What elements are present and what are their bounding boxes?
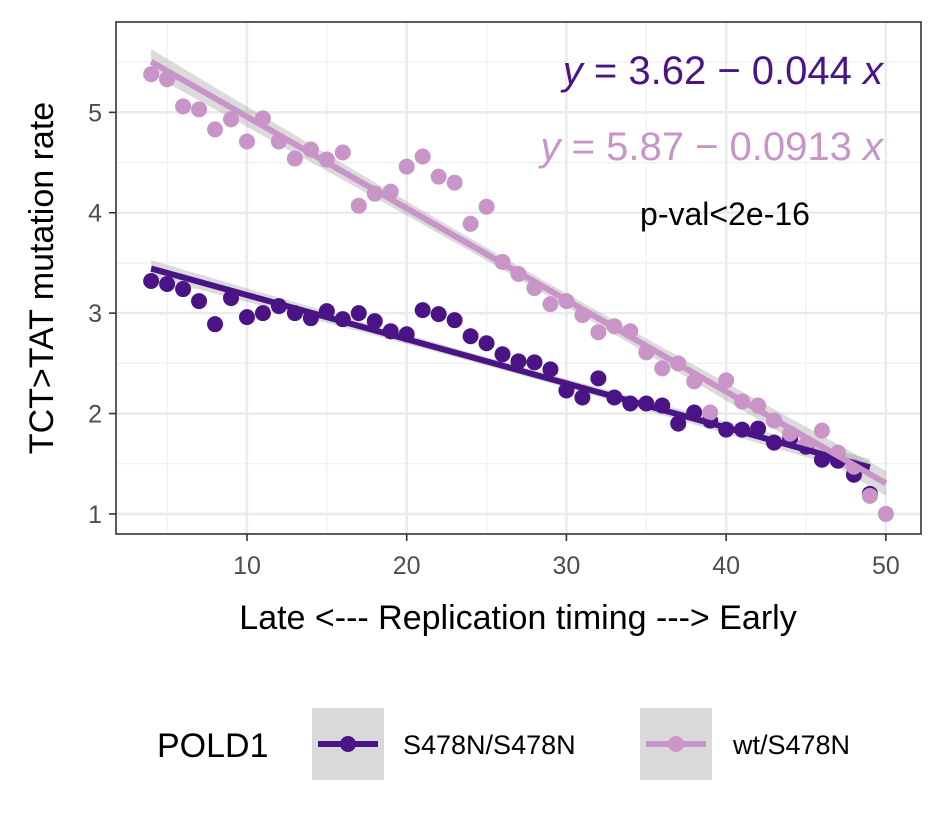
regression-lines	[149, 59, 888, 486]
data-point-s478n	[350, 305, 367, 322]
data-point-s478n	[510, 353, 527, 370]
equation-wt-x: x	[861, 125, 885, 169]
regression-line-wt	[149, 59, 888, 486]
x-axis-title: Late <--- Replication timing ---> Early	[239, 599, 796, 637]
data-point-s478n	[478, 335, 495, 352]
data-point-wt	[238, 133, 255, 150]
data-point-s478n	[574, 389, 591, 406]
data-point-wt	[350, 197, 367, 214]
data-point-s478n	[191, 293, 208, 310]
y-tick-label: 2	[88, 401, 102, 429]
data-point-wt	[478, 198, 495, 215]
data-point-wt	[718, 372, 735, 389]
y-tick-label: 4	[88, 200, 102, 228]
equation-s478n-x: x	[861, 49, 885, 93]
data-point-s478n	[254, 305, 271, 322]
legend-key-wt-point	[668, 736, 684, 752]
legend-label-wt: wt/S478N	[732, 730, 850, 760]
pval-annotation: p-val<2e-16	[640, 196, 810, 232]
legend-item-s478n: S478N/S478N	[312, 708, 576, 780]
data-point-wt	[398, 158, 415, 175]
data-point-s478n	[462, 328, 479, 345]
data-point-wt	[813, 422, 830, 439]
data-point-wt	[414, 148, 431, 165]
data-point-s478n	[207, 316, 224, 333]
data-point-wt	[175, 98, 192, 115]
data-point-wt	[223, 111, 239, 128]
data-point-s478n	[526, 354, 543, 371]
legend-item-wt: wt/S478N	[640, 708, 850, 780]
x-tick-label: 20	[393, 552, 421, 580]
y-tick-label: 1	[88, 501, 102, 529]
x-tick-label: 50	[872, 552, 900, 580]
data-point-wt	[702, 404, 719, 421]
equation-s478n: y = 3.62 − 0.044 x	[560, 49, 885, 93]
data-point-wt	[590, 324, 607, 341]
data-point-wt	[430, 168, 447, 185]
data-point-wt	[462, 215, 479, 232]
data-point-wt	[446, 174, 463, 191]
data-point-s478n	[238, 309, 255, 326]
data-point-wt	[877, 505, 894, 522]
data-point-s478n	[446, 312, 463, 329]
data-point-s478n	[159, 276, 176, 293]
legend-title: POLD1	[157, 727, 269, 765]
data-point-s478n	[414, 302, 431, 319]
y-tick-label: 3	[88, 300, 102, 328]
equation-s478n-y: y	[560, 49, 586, 93]
data-point-s478n	[670, 415, 687, 432]
equation-wt-body: = 5.87 − 0.0913	[561, 125, 863, 169]
legend-label-s478n: S478N/S478N	[403, 730, 576, 760]
data-point-wt	[207, 121, 224, 138]
data-point-s478n	[366, 313, 383, 330]
data-point-wt	[542, 296, 559, 313]
data-point-s478n	[494, 346, 511, 363]
data-point-wt	[286, 150, 303, 167]
data-point-s478n	[542, 361, 559, 378]
x-tick-label: 10	[233, 552, 261, 580]
data-point-s478n	[175, 281, 192, 298]
x-axis-ticks: 10 20 30 40 50	[233, 534, 900, 580]
plot-border	[115, 21, 922, 535]
y-axis-title: TCT>TAT mutation rate	[23, 102, 61, 454]
x-tick-label: 30	[553, 552, 581, 580]
data-point-s478n	[430, 306, 447, 323]
legend-key-s478n-point	[340, 736, 356, 752]
legend: POLD1 S478N/S478N wt/S478N	[157, 708, 850, 780]
equation-wt: y = 5.87 − 0.0913 x	[538, 125, 885, 169]
data-point-wt	[861, 487, 878, 504]
regression-line-s478n	[150, 265, 871, 471]
equation-s478n-body: = 3.62 − 0.044	[583, 49, 863, 93]
x-tick-label: 40	[712, 552, 740, 580]
data-point-wt	[191, 101, 208, 118]
data-point-wt	[654, 360, 671, 377]
y-axis-ticks: 1 2 3 4 5	[88, 99, 116, 529]
data-point-s478n	[590, 370, 607, 387]
equation-wt-y: y	[538, 125, 564, 169]
data-point-s478n	[143, 273, 160, 290]
data-point-wt	[143, 66, 160, 83]
data-point-wt	[334, 144, 351, 161]
y-tick-label: 5	[88, 99, 102, 127]
